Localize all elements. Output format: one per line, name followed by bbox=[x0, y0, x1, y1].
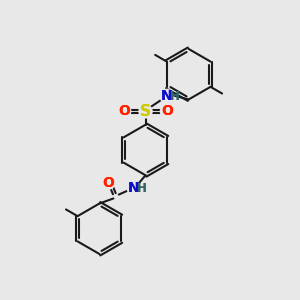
Text: O: O bbox=[161, 104, 173, 118]
Text: N: N bbox=[128, 181, 140, 195]
Text: O: O bbox=[118, 104, 130, 118]
Text: H: H bbox=[137, 182, 147, 195]
Circle shape bbox=[139, 105, 152, 118]
Circle shape bbox=[160, 89, 173, 102]
Text: N: N bbox=[160, 89, 172, 103]
Text: O: O bbox=[161, 104, 173, 118]
Text: H: H bbox=[137, 182, 147, 195]
Circle shape bbox=[102, 176, 115, 189]
Text: N: N bbox=[128, 181, 140, 195]
Text: S: S bbox=[140, 104, 151, 119]
Text: O: O bbox=[103, 176, 114, 190]
Text: H: H bbox=[170, 90, 180, 103]
Text: S: S bbox=[140, 104, 151, 119]
Text: H: H bbox=[170, 90, 180, 103]
Text: O: O bbox=[103, 176, 114, 190]
Circle shape bbox=[160, 105, 173, 118]
Text: O: O bbox=[118, 104, 130, 118]
Circle shape bbox=[118, 105, 131, 118]
Text: N: N bbox=[160, 89, 172, 103]
Circle shape bbox=[127, 182, 140, 195]
